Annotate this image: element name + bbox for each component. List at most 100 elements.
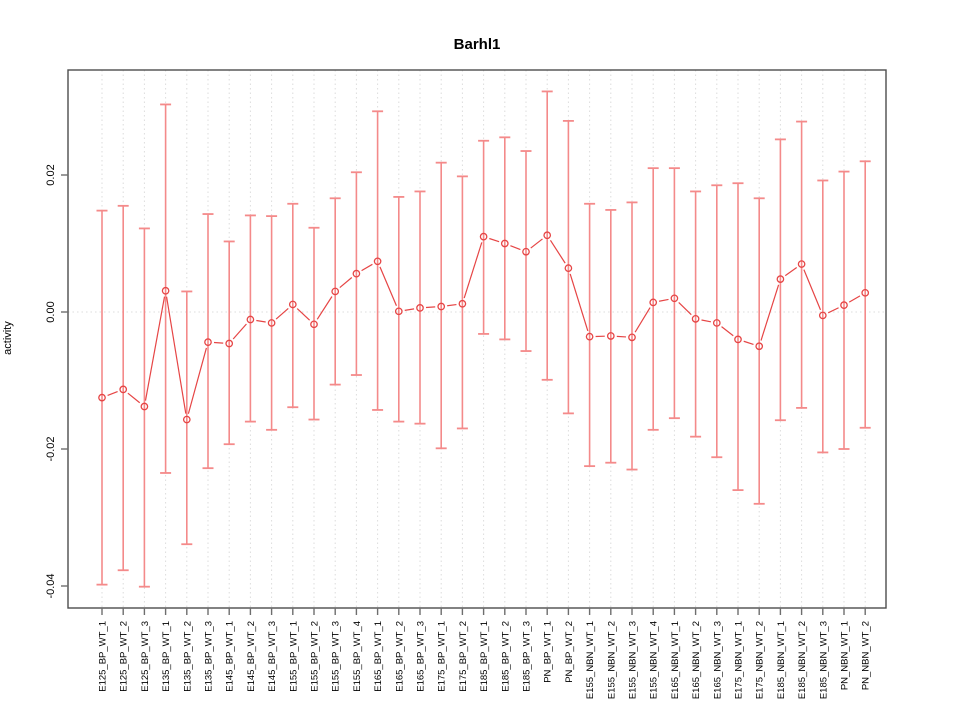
series-segment — [569, 273, 589, 332]
series-segment — [803, 269, 822, 311]
series-segment — [425, 306, 436, 309]
data-point — [458, 299, 467, 308]
series-segment — [339, 277, 353, 289]
series-segment — [379, 266, 398, 307]
data-point — [606, 332, 615, 340]
x-tick-label: PN_NBN_WT_2 — [861, 621, 872, 690]
x-tick-label: PN_BP_WT_1 — [543, 621, 554, 683]
x-tick-label: E125_BP_WT_3 — [140, 621, 151, 692]
series-segment — [530, 238, 543, 249]
data-point — [818, 311, 827, 320]
series-segment — [447, 303, 457, 307]
x-tick-label: E135_BP_WT_3 — [204, 621, 215, 692]
series-segment — [827, 307, 839, 314]
data-point — [776, 275, 785, 283]
x-tick-label: E165_BP_WT_1 — [373, 621, 384, 692]
x-tick-label: PN_NBN_WT_1 — [840, 621, 851, 690]
data-point — [246, 315, 255, 324]
x-tick-label: E185_NBN_WT_2 — [797, 621, 808, 699]
y-tick-label: -0.02 — [45, 436, 57, 461]
data-point — [628, 333, 636, 342]
x-tick-label: E155_BP_WT_2 — [310, 621, 321, 692]
x-tick-label: E155_BP_WT_1 — [288, 621, 299, 692]
data-point — [225, 339, 234, 348]
x-tick-label: E155_BP_WT_3 — [331, 621, 342, 692]
data-point — [649, 298, 658, 307]
data-point — [500, 239, 509, 248]
series-segment — [743, 340, 754, 345]
x-tick-label: E175_NBN_WT_1 — [734, 621, 745, 699]
data-point — [543, 231, 552, 240]
x-tick-label: PN_BP_WT_2 — [564, 621, 575, 683]
data-point — [522, 247, 530, 256]
data-point — [797, 260, 806, 268]
series-segment — [489, 237, 500, 243]
x-tick-label: E155_BP_WT_4 — [352, 621, 363, 692]
series-segment — [634, 307, 651, 333]
plot-border — [67, 69, 887, 609]
data-point — [267, 319, 276, 327]
x-tick-label: E165_BP_WT_2 — [394, 621, 405, 692]
x-tick-label: E185_NBN_WT_3 — [818, 621, 829, 699]
series-segment — [784, 267, 798, 277]
data-point — [288, 300, 297, 309]
data-point — [119, 385, 128, 394]
data-point — [204, 338, 212, 346]
x-tick-label: E165_NBN_WT_1 — [670, 621, 681, 699]
data-point — [670, 294, 679, 303]
x-tick-label: E155_NBN_WT_3 — [628, 621, 639, 699]
series-segment — [296, 308, 311, 321]
x-tick-label: E175_NBN_WT_2 — [755, 621, 766, 699]
x-tick-label: E125_BP_WT_1 — [98, 621, 109, 692]
series-segment — [510, 245, 521, 251]
x-tick-label: E145_BP_WT_3 — [267, 621, 278, 692]
x-tick-label: E155_NBN_WT_2 — [606, 621, 617, 699]
series-segment — [848, 295, 861, 303]
x-tick-label: E175_BP_WT_2 — [458, 621, 469, 692]
data-point — [140, 402, 149, 411]
data-point — [840, 301, 848, 309]
x-tick-label: E185_BP_WT_2 — [500, 621, 511, 692]
y-tick-label: 0.00 — [45, 301, 57, 322]
x-tick-label: E145_BP_WT_2 — [246, 621, 257, 692]
x-tick-label: E135_BP_WT_1 — [161, 621, 172, 692]
series-segment — [107, 391, 118, 397]
x-tick-label: E175_BP_WT_1 — [437, 621, 448, 692]
x-tick-label: E125_BP_WT_2 — [119, 621, 130, 692]
series-segment — [721, 326, 734, 337]
series-segment — [144, 296, 166, 401]
x-tick-label: E155_NBN_WT_4 — [649, 621, 660, 699]
data-point — [861, 288, 870, 297]
x-tick-label: E145_BP_WT_1 — [225, 621, 236, 692]
data-point — [161, 286, 170, 295]
data-point — [755, 342, 764, 351]
data-point — [310, 320, 318, 329]
x-tick-label: E155_NBN_WT_1 — [585, 621, 596, 699]
data-point — [98, 393, 106, 402]
data-point — [331, 287, 340, 296]
y-tick-label: 0.02 — [45, 164, 57, 185]
series-segment — [701, 319, 712, 323]
data-point — [437, 302, 446, 311]
x-tick-label: E165_NBN_WT_2 — [691, 621, 702, 699]
y-tick-label: -0.04 — [45, 573, 57, 598]
x-tick-label: E185_BP_WT_3 — [522, 621, 533, 692]
series-segment — [549, 239, 566, 264]
data-point — [734, 335, 742, 344]
x-tick-label: E185_NBN_WT_1 — [776, 621, 787, 699]
data-point — [182, 415, 191, 424]
x-tick-label: E165_BP_WT_3 — [416, 621, 427, 692]
data-point — [585, 332, 594, 341]
x-tick-label: E185_BP_WT_1 — [479, 621, 490, 692]
data-point — [416, 304, 424, 312]
data-point — [691, 314, 700, 323]
series-segment — [361, 263, 373, 272]
series-segment — [404, 308, 415, 311]
data-point — [712, 319, 721, 327]
series-segment — [658, 298, 669, 302]
data-point — [373, 257, 382, 266]
series-segment — [616, 335, 627, 338]
series-segment — [165, 296, 187, 414]
series-segment — [187, 347, 207, 414]
